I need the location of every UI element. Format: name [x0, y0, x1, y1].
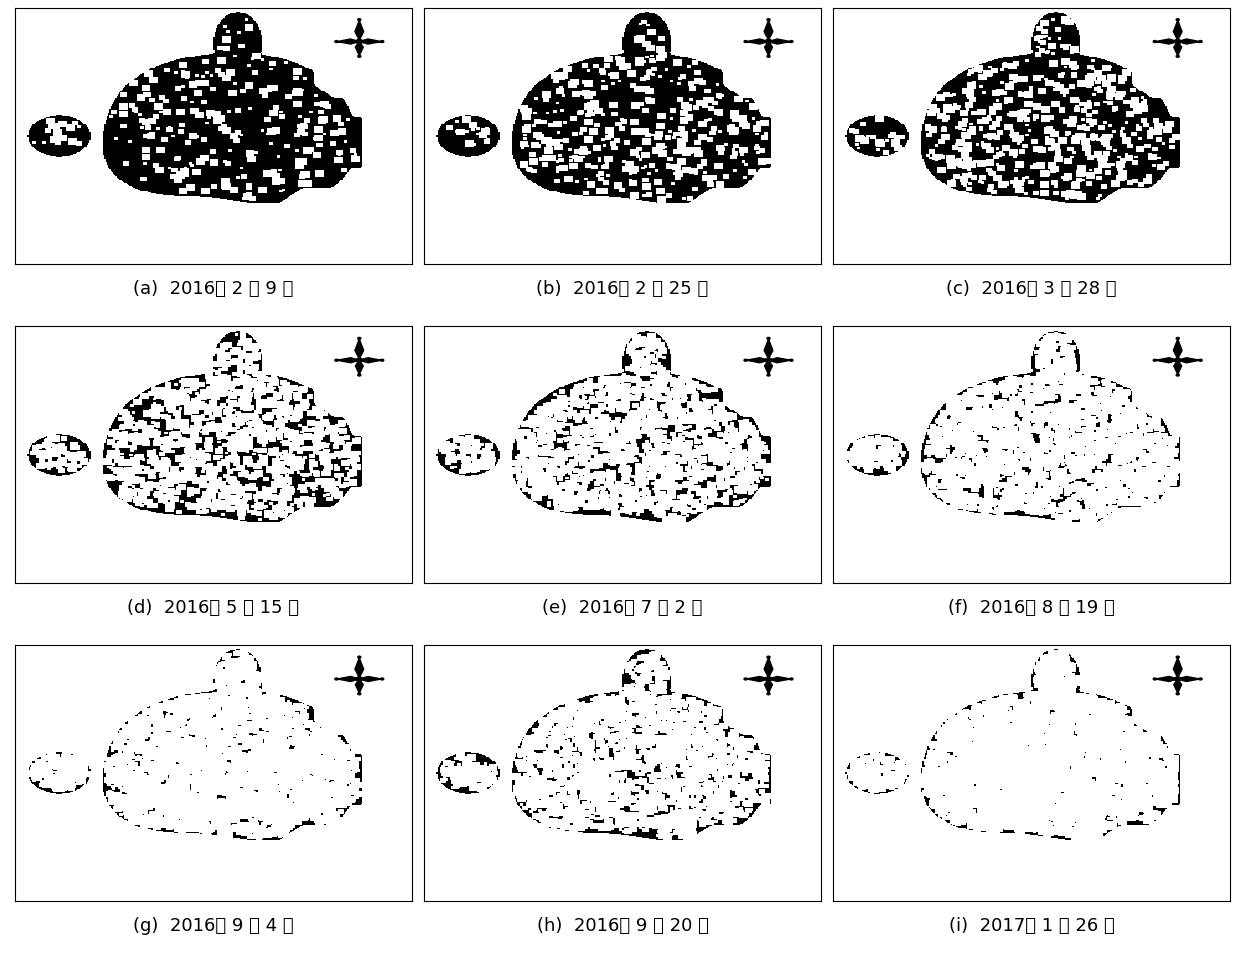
- Polygon shape: [1173, 339, 1182, 358]
- Circle shape: [358, 18, 361, 20]
- Text: (i)  2017年 1 月 26 日: (i) 2017年 1 月 26 日: [949, 918, 1115, 935]
- Text: (d)  2016年 5 月 15 日: (d) 2016年 5 月 15 日: [128, 599, 299, 617]
- Circle shape: [768, 56, 770, 58]
- Circle shape: [744, 359, 748, 361]
- Polygon shape: [764, 339, 773, 358]
- Circle shape: [1177, 374, 1179, 376]
- Polygon shape: [1174, 679, 1182, 693]
- Polygon shape: [769, 677, 790, 681]
- Circle shape: [768, 693, 770, 695]
- Polygon shape: [337, 357, 360, 363]
- Polygon shape: [765, 360, 773, 375]
- Polygon shape: [746, 357, 769, 363]
- Circle shape: [358, 337, 361, 339]
- Circle shape: [768, 656, 770, 658]
- Circle shape: [358, 656, 361, 658]
- Polygon shape: [1156, 357, 1178, 363]
- Text: (h)  2016年 9 月 20 日: (h) 2016年 9 月 20 日: [537, 918, 708, 935]
- Polygon shape: [1178, 39, 1199, 44]
- Polygon shape: [356, 360, 363, 375]
- Text: (f)  2016年 8 月 19 日: (f) 2016年 8 月 19 日: [949, 599, 1115, 617]
- Circle shape: [1174, 358, 1180, 362]
- Circle shape: [1199, 678, 1202, 680]
- Circle shape: [358, 374, 361, 376]
- Polygon shape: [1174, 360, 1182, 375]
- Polygon shape: [769, 357, 790, 363]
- Circle shape: [790, 359, 792, 361]
- Circle shape: [356, 39, 362, 43]
- Polygon shape: [764, 658, 773, 678]
- Circle shape: [768, 374, 770, 376]
- Polygon shape: [1173, 20, 1182, 40]
- Circle shape: [1153, 678, 1157, 680]
- Circle shape: [1177, 693, 1179, 695]
- Circle shape: [1177, 56, 1179, 58]
- Text: (g)  2016年 9 月 4 日: (g) 2016年 9 月 4 日: [133, 918, 294, 935]
- Circle shape: [1174, 677, 1180, 681]
- Polygon shape: [1178, 357, 1199, 363]
- Circle shape: [765, 358, 771, 362]
- Text: (b)  2016年 2 月 25 日: (b) 2016年 2 月 25 日: [537, 280, 708, 298]
- Circle shape: [790, 40, 792, 42]
- Circle shape: [744, 678, 748, 680]
- Circle shape: [335, 359, 339, 361]
- Circle shape: [381, 359, 383, 361]
- Text: (c)  2016年 3 月 28 日: (c) 2016年 3 月 28 日: [946, 280, 1117, 298]
- Circle shape: [358, 56, 361, 58]
- Polygon shape: [1173, 658, 1182, 678]
- Polygon shape: [337, 677, 360, 681]
- Polygon shape: [360, 357, 381, 363]
- Circle shape: [1199, 359, 1202, 361]
- Circle shape: [358, 693, 361, 695]
- Polygon shape: [764, 20, 773, 40]
- Circle shape: [1177, 18, 1179, 20]
- Circle shape: [356, 677, 362, 681]
- Polygon shape: [765, 679, 773, 693]
- Polygon shape: [1178, 677, 1199, 681]
- Polygon shape: [356, 41, 363, 56]
- Polygon shape: [355, 20, 363, 40]
- Circle shape: [1153, 359, 1157, 361]
- Circle shape: [381, 40, 383, 42]
- Polygon shape: [746, 677, 769, 681]
- Circle shape: [1153, 40, 1157, 42]
- Circle shape: [790, 678, 792, 680]
- Circle shape: [1174, 39, 1180, 43]
- Circle shape: [768, 337, 770, 339]
- Polygon shape: [769, 39, 790, 44]
- Circle shape: [765, 677, 771, 681]
- Text: (a)  2016年 2 月 9 日: (a) 2016年 2 月 9 日: [133, 280, 294, 298]
- Circle shape: [1177, 337, 1179, 339]
- Polygon shape: [355, 658, 363, 678]
- Circle shape: [335, 678, 339, 680]
- Circle shape: [1177, 656, 1179, 658]
- Circle shape: [381, 678, 383, 680]
- Polygon shape: [355, 339, 363, 358]
- Polygon shape: [360, 39, 381, 44]
- Circle shape: [768, 18, 770, 20]
- Polygon shape: [765, 41, 773, 56]
- Polygon shape: [360, 677, 381, 681]
- Circle shape: [744, 40, 748, 42]
- Circle shape: [1199, 40, 1202, 42]
- Circle shape: [356, 358, 362, 362]
- Polygon shape: [1156, 677, 1178, 681]
- Circle shape: [335, 40, 339, 42]
- Text: (e)  2016年 7 月 2 日: (e) 2016年 7 月 2 日: [542, 599, 703, 617]
- Polygon shape: [1174, 41, 1182, 56]
- Polygon shape: [356, 679, 363, 693]
- Polygon shape: [1156, 39, 1178, 44]
- Circle shape: [765, 39, 771, 43]
- Polygon shape: [746, 39, 769, 44]
- Polygon shape: [337, 39, 360, 44]
